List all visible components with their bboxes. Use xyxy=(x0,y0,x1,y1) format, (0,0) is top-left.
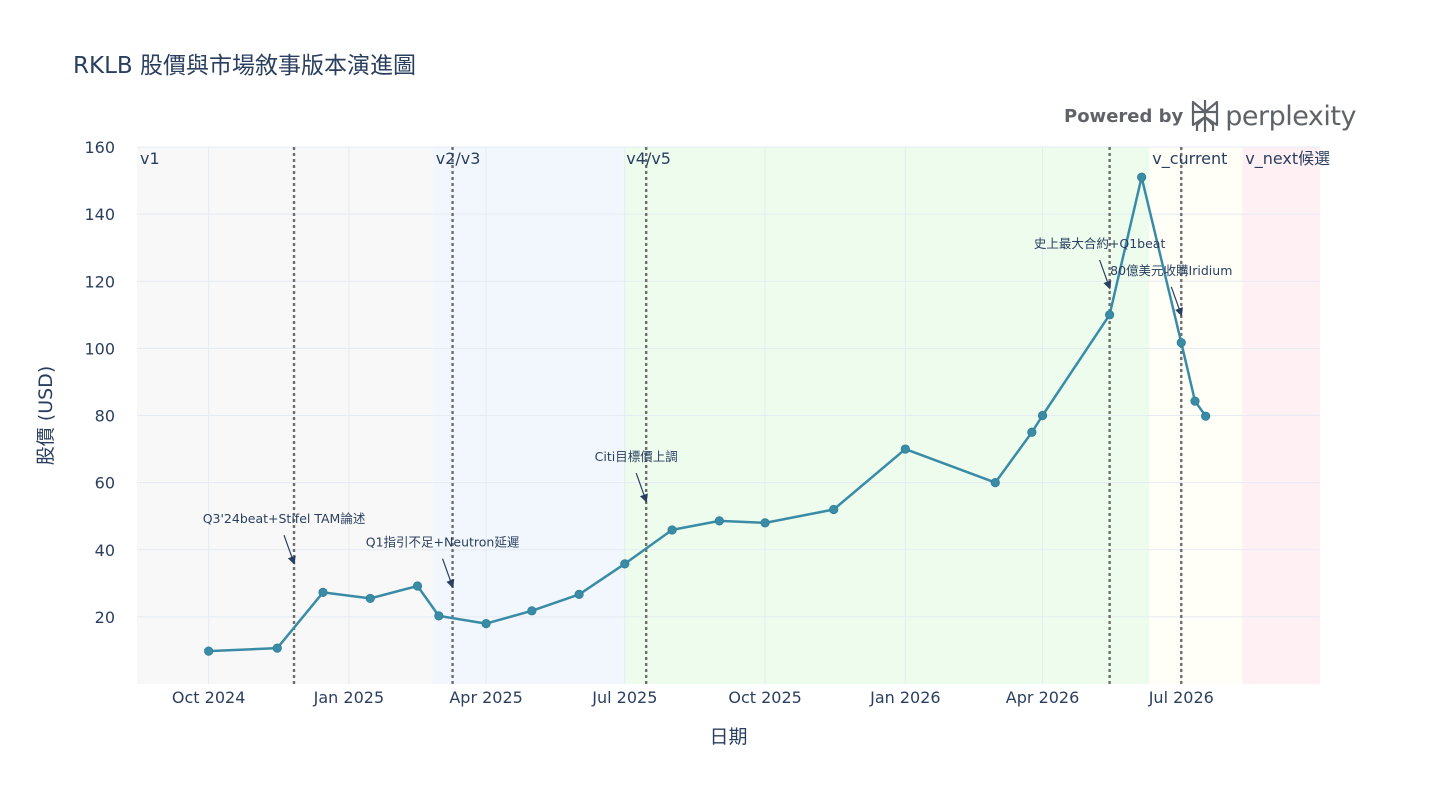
y-tick-label: 160 xyxy=(84,138,115,157)
y-tick-label: 80 xyxy=(95,407,115,426)
annotation-label: Citi目標價上調 xyxy=(595,449,678,464)
data-point xyxy=(412,581,423,591)
annotation-label: Q1指引不足+Neutron延遲 xyxy=(366,535,520,550)
x-tick-label: Oct 2025 xyxy=(728,688,801,707)
data-point xyxy=(990,478,1000,488)
data-point xyxy=(1137,172,1147,182)
data-point xyxy=(1201,411,1211,421)
data-point xyxy=(365,593,375,604)
phase-label: v_next候選 xyxy=(1245,149,1330,169)
x-tick-label: Jul 2026 xyxy=(1148,688,1214,707)
y-tick-label: 20 xyxy=(95,608,115,627)
annotation-arrow xyxy=(1170,286,1183,317)
y-tick-label: 60 xyxy=(95,474,115,493)
brand-logo[interactable]: Powered by perplexity xyxy=(1064,96,1356,136)
y-tick-label: 40 xyxy=(95,541,115,560)
x-tick-label: Apr 2025 xyxy=(449,688,522,707)
data-point xyxy=(574,589,584,599)
x-tick-label: Jan 2026 xyxy=(869,688,940,707)
x-tick-label: Apr 2026 xyxy=(1006,688,1079,707)
y-axis-title: 股價 (USD) xyxy=(35,366,57,465)
x-tick-label: Jul 2025 xyxy=(591,688,657,707)
data-point xyxy=(620,559,630,569)
y-tick-label: 120 xyxy=(84,272,115,291)
phase-label: v4/v5 xyxy=(626,149,671,168)
data-point xyxy=(1176,338,1186,348)
data-point xyxy=(204,646,214,656)
data-point xyxy=(272,643,282,653)
data-point xyxy=(1027,427,1037,437)
data-point xyxy=(1105,310,1115,320)
y-tick-label: 100 xyxy=(84,339,115,358)
data-point xyxy=(900,444,910,454)
phase-label: v1 xyxy=(140,149,160,168)
phase-labels: v1 v2/v3 v4/v5 v_current v_next候選 xyxy=(140,149,1330,169)
annotation-label: 史上最大合約+Q1beat xyxy=(1034,236,1166,251)
data-point xyxy=(527,606,537,616)
y-axis-ticks: 20 40 60 80 100 120 140 160 xyxy=(84,138,115,627)
y-tick-label: 140 xyxy=(84,205,115,224)
price-points xyxy=(204,172,1211,656)
phase-label: v2/v3 xyxy=(436,149,481,168)
annotation-label: Q3'24beat+Stifel TAM論述 xyxy=(203,511,366,526)
perplexity-logo-icon xyxy=(1192,100,1219,132)
data-point xyxy=(434,611,444,621)
data-point xyxy=(714,516,724,526)
annotation-arrow xyxy=(442,558,455,589)
x-axis-ticks: Oct 2024 Jan 2025 Apr 2025 Jul 2025 Oct 2025… xyxy=(172,688,1214,707)
brand-powered-text: Powered by xyxy=(1064,105,1184,127)
annotation-arrow xyxy=(635,472,648,503)
phase-label: v_current xyxy=(1152,149,1227,169)
annotation-label: 80億美元收購Iridium xyxy=(1110,263,1232,278)
data-point xyxy=(760,518,770,528)
chart-title: RKLB 股價與市場敘事版本演進圖 xyxy=(73,53,416,79)
annotation-arrow xyxy=(1099,259,1112,290)
brand-name-text: perplexity xyxy=(1225,100,1356,132)
data-point xyxy=(667,525,677,535)
x-tick-label: Jan 2025 xyxy=(313,688,384,707)
x-axis-title: 日期 xyxy=(709,726,747,748)
annotation-arrow xyxy=(283,534,296,565)
data-point xyxy=(829,504,839,515)
x-tick-label: Oct 2024 xyxy=(172,688,245,707)
data-point xyxy=(481,618,491,629)
data-point xyxy=(1037,410,1048,421)
data-point xyxy=(1190,396,1200,406)
data-point xyxy=(318,587,328,597)
grid-lines xyxy=(137,146,1320,684)
